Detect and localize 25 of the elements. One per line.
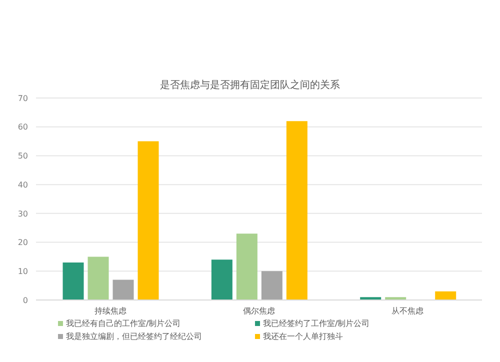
y-tick-label: 30	[18, 209, 28, 218]
bar	[236, 234, 258, 300]
x-tick-label: 从不焦虑	[392, 306, 424, 316]
y-tick-label: 0	[22, 296, 28, 305]
x-tick-label: 持续焦虑	[94, 306, 126, 316]
bar	[286, 121, 308, 300]
legend-label: 我是独立编剧，但已经签约了经纪公司	[66, 331, 202, 342]
chart-title: 是否焦虑与是否拥有固定团队之间的关系	[159, 78, 341, 92]
y-tick-label: 50	[18, 152, 28, 161]
y-tick-label: 40	[18, 180, 28, 190]
bar	[261, 271, 282, 300]
y-tick-label: 70	[18, 94, 28, 103]
bar	[88, 256, 109, 300]
x-tick-label: 偶尔焦虑	[243, 306, 275, 316]
y-tick-label: 60	[18, 122, 28, 132]
y-tick-label: 20	[18, 238, 28, 248]
legend-label: 我已经签约了工作室/制片公司	[263, 318, 370, 329]
bar	[435, 291, 456, 300]
legend-label: 我已经有自己的工作室/制片公司	[66, 318, 181, 329]
bar	[138, 141, 159, 300]
legend-label: 我还在一个人单打独斗	[263, 331, 343, 342]
bar	[211, 260, 232, 300]
bar	[62, 262, 84, 300]
bar	[112, 280, 134, 300]
y-tick-label: 10	[18, 266, 28, 276]
